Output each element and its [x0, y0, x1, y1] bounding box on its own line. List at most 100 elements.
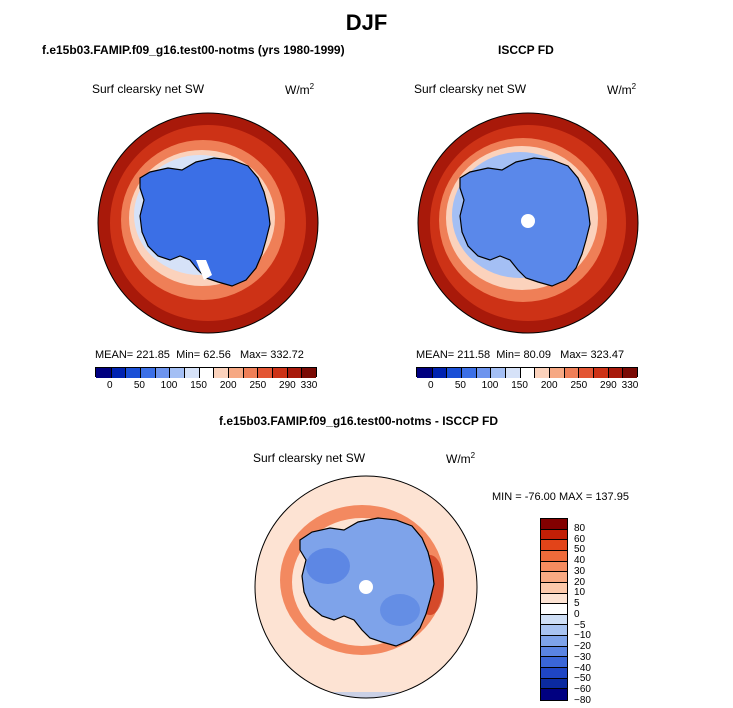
- top-maps: [97, 112, 639, 334]
- colorbar-diff-labels: 80 60 50 40 30 20 10 5 0 −5 −10 −20 −30 −40 −50 −60 −80: [574, 518, 634, 706]
- colorbar-diff-swatch: [541, 689, 567, 700]
- colorbar-diff-label: 60: [574, 533, 586, 545]
- units-label-model: W/m2: [285, 82, 315, 97]
- colorbar-swatch: [490, 368, 505, 378]
- pole-hole: [521, 214, 535, 228]
- colorbar-diff-label: −20: [574, 641, 591, 653]
- colorbar-diff-label: −60: [574, 684, 591, 696]
- colorbar-swatch: [125, 368, 140, 378]
- colorbar-swatch: [563, 368, 579, 378]
- colorbar-model: [95, 367, 317, 378]
- colorbar-diff-label: −5: [574, 619, 586, 631]
- colorbar-diff-label: 20: [574, 576, 586, 588]
- colorbar-tick-label: 330: [621, 380, 639, 391]
- colorbar-diff-swatch: [541, 678, 567, 690]
- colorbar-swatch: [431, 368, 447, 378]
- colorbar-tick-label: 0: [428, 380, 434, 391]
- colorbar-tick-label: 250: [570, 380, 588, 391]
- colorbar-swatch: [228, 368, 243, 378]
- colorbar-swatch: [154, 368, 170, 378]
- map-obs: [418, 113, 638, 333]
- colorbar-swatch: [184, 368, 199, 378]
- colorbar-diff-swatch: [541, 519, 567, 530]
- colorbar-tick-label: 330: [300, 380, 318, 391]
- colorbar-tick-label: 290: [600, 380, 617, 391]
- colorbar-swatch: [96, 368, 111, 378]
- colorbar-swatch: [110, 368, 126, 378]
- colorbar-diff-swatch: [541, 614, 567, 626]
- colorbar-swatch: [169, 368, 184, 378]
- colorbar-swatch: [272, 368, 287, 378]
- panel-title-model: f.e15b03.FAMIP.f09_g16.test00-notms (yrs…: [42, 43, 345, 57]
- variable-label-obs: Surf clearsky net SW: [414, 82, 527, 96]
- page-title: DJF: [345, 10, 388, 35]
- colorbar-swatch: [475, 368, 491, 378]
- antarctica-interior: [140, 158, 270, 286]
- colorbar-swatch: [242, 368, 258, 378]
- colorbar-tick-label: 200: [540, 380, 558, 391]
- antarctica-coast: [139, 157, 271, 287]
- colorbar-swatch: [417, 368, 432, 378]
- colorbar-diff-label: 5: [574, 598, 580, 610]
- stats-model: MEAN= 221.85 Min= 62.56 Max= 332.72: [95, 349, 304, 361]
- colorbar-diff-label: −10: [574, 630, 591, 642]
- colorbar-diff-label: −40: [574, 662, 591, 674]
- colorbar-diff-label: 80: [574, 522, 586, 534]
- diff-variable-label: Surf clearsky net SW: [253, 451, 366, 465]
- colorbar-diff-label: 30: [574, 565, 586, 577]
- colorbar-swatch: [446, 368, 461, 378]
- colorbar-model-labels: 0 50 100 150 200 250 290 330: [95, 380, 317, 394]
- colorbar-diff: [540, 518, 568, 701]
- colorbar-swatch: [257, 368, 272, 378]
- colorbar-diff-swatch: [541, 625, 567, 637]
- diff-stats: MIN = -76.00 MAX = 137.95: [492, 491, 629, 503]
- colorbar-diff-swatch: [541, 604, 567, 615]
- colorbar-diff-label: 0: [574, 608, 580, 620]
- colorbar-obs: [416, 367, 638, 378]
- colorbar-tick-label: 290: [279, 380, 296, 391]
- units-label-obs: W/m2: [607, 82, 637, 97]
- colorbar-diff-label: −80: [574, 695, 591, 706]
- colorbar-diff-label: −30: [574, 651, 591, 663]
- colorbar-tick-label: 200: [219, 380, 237, 391]
- colorbar-diff-label: 10: [574, 587, 586, 599]
- colorbar-tick-label: 0: [107, 380, 113, 391]
- colorbar-swatch: [213, 368, 228, 378]
- map-model: [98, 113, 318, 333]
- colorbar-diff-swatch: [541, 646, 567, 658]
- colorbar-swatch: [286, 368, 302, 378]
- colorbar-diff-label: −50: [574, 673, 591, 685]
- colorbar-tick-label: 100: [481, 380, 499, 391]
- colorbar-tick-label: 150: [511, 380, 528, 391]
- colorbar-swatch: [505, 368, 520, 378]
- colorbar-diff-swatch: [541, 540, 567, 551]
- colorbar-diff-swatch: [541, 582, 567, 594]
- ross-ice-notch: [196, 260, 212, 280]
- colorbar-swatch: [519, 368, 535, 378]
- colorbar-swatch: [578, 368, 593, 378]
- colorbar-tick-label: 50: [133, 380, 145, 391]
- colorbar-diff-swatch: [541, 529, 567, 541]
- colorbar-swatch: [593, 368, 608, 378]
- panel-title-obs: ISCCP FD: [498, 43, 554, 57]
- colorbar-diff-swatch: [541, 593, 567, 605]
- colorbar-obs-labels: 0 50 100 150 200 250 290 330: [416, 380, 638, 394]
- colorbar-tick-label: 100: [160, 380, 178, 391]
- colorbar-swatch: [622, 368, 637, 378]
- colorbar-swatch: [301, 368, 316, 378]
- colorbar-diff-swatch: [541, 636, 567, 647]
- colorbar-diff-swatch: [541, 657, 567, 669]
- diff-units-label: W/m2: [446, 451, 476, 466]
- colorbar-diff-label: 40: [574, 555, 586, 567]
- colorbar-diff-label: 50: [574, 544, 586, 556]
- diff-panel-title: f.e15b03.FAMIP.f09_g16.test00-notms - IS…: [219, 414, 498, 428]
- colorbar-tick-label: 250: [249, 380, 267, 391]
- colorbar-tick-label: 50: [454, 380, 466, 391]
- colorbar-diff-swatch: [541, 572, 567, 583]
- colorbar-swatch: [198, 368, 214, 378]
- stats-obs: MEAN= 211.58 Min= 80.09 Max= 323.47: [416, 349, 625, 361]
- colorbar-tick-label: 150: [190, 380, 207, 391]
- colorbar-diff-swatch: [541, 561, 567, 573]
- colorbar-swatch: [140, 368, 155, 378]
- colorbar-swatch: [549, 368, 564, 378]
